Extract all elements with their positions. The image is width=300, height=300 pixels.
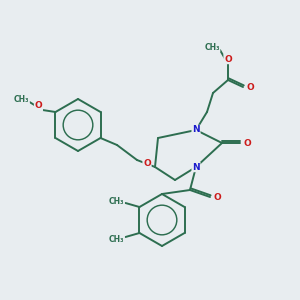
Text: CH₃: CH₃ xyxy=(14,95,29,104)
Text: O: O xyxy=(143,158,151,167)
Text: O: O xyxy=(246,82,254,91)
Text: CH₃: CH₃ xyxy=(109,196,124,206)
Text: N: N xyxy=(192,163,200,172)
Text: CH₃: CH₃ xyxy=(109,235,124,244)
Text: O: O xyxy=(243,139,251,148)
Text: O: O xyxy=(34,101,42,110)
Text: N: N xyxy=(192,125,200,134)
Text: CH₃: CH₃ xyxy=(204,43,220,52)
Text: O: O xyxy=(213,193,221,202)
Text: O: O xyxy=(224,55,232,64)
